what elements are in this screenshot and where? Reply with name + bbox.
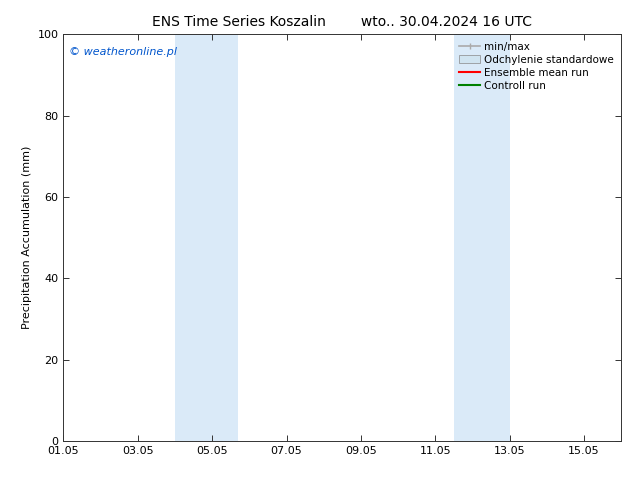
Title: ENS Time Series Koszalin        wto.. 30.04.2024 16 UTC: ENS Time Series Koszalin wto.. 30.04.202… (152, 15, 533, 29)
Legend: min/max, Odchylenie standardowe, Ensemble mean run, Controll run: min/max, Odchylenie standardowe, Ensembl… (455, 37, 618, 95)
Y-axis label: Precipitation Accumulation (mm): Precipitation Accumulation (mm) (22, 146, 32, 329)
Bar (454, 34, 510, 441)
Bar (175, 34, 238, 441)
Text: © weatheronline.pl: © weatheronline.pl (69, 47, 177, 56)
